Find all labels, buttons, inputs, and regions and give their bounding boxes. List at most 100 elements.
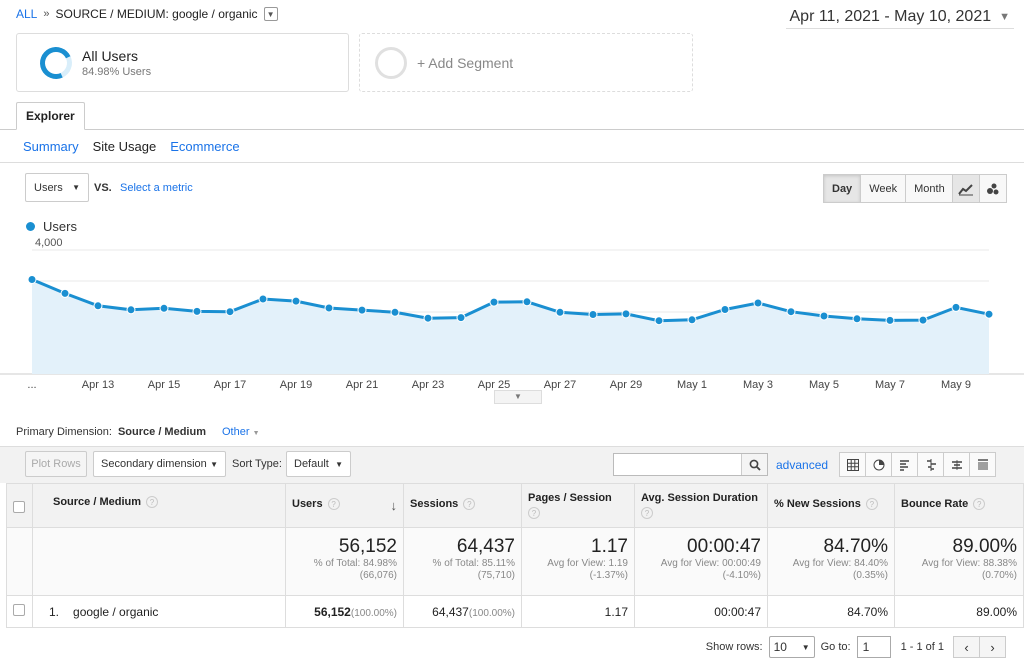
secondary-dimension-select[interactable]: Secondary dimension ▼ <box>93 451 226 477</box>
select-metric-link[interactable]: Select a metric <box>120 182 193 194</box>
primary-dimension-current[interactable]: Source / Medium <box>117 426 206 438</box>
data-point[interactable] <box>126 305 136 315</box>
data-point[interactable] <box>687 315 697 325</box>
chart-resize-handle[interactable]: ▼ <box>494 390 542 404</box>
header-label: % New Sessions <box>774 498 861 510</box>
header-pages-session[interactable]: Pages / Session? <box>521 483 635 528</box>
primary-dimension-other[interactable]: Other ▼ <box>222 426 260 438</box>
data-point[interactable] <box>390 307 400 317</box>
plot-rows-button[interactable]: Plot Rows <box>25 451 87 477</box>
table-view-toggle <box>839 452 996 477</box>
data-point[interactable] <box>720 305 730 314</box>
previous-page-icon[interactable]: ‹ <box>953 636 980 658</box>
help-icon[interactable]: ? <box>327 498 340 510</box>
metric-select[interactable]: Users ▼ <box>25 173 89 202</box>
data-point[interactable] <box>159 303 169 313</box>
x-tick-label: May 7 <box>875 379 905 391</box>
help-icon[interactable]: ? <box>528 507 540 519</box>
show-rows-select[interactable]: 10 ▼ <box>768 636 815 658</box>
subtab-site-usage[interactable]: Site Usage <box>92 139 157 154</box>
performance-view-icon[interactable] <box>891 452 918 477</box>
advanced-filter-link[interactable]: advanced <box>776 458 829 472</box>
tab-explorer[interactable]: Explorer <box>16 102 85 130</box>
data-point[interactable] <box>885 315 895 325</box>
data-point[interactable] <box>291 296 301 306</box>
pager-buttons: ‹ › <box>953 636 1006 658</box>
data-point[interactable] <box>819 311 829 321</box>
data-point[interactable] <box>951 302 961 312</box>
data-point[interactable] <box>852 314 862 324</box>
sort-type-select[interactable]: Default ▼ <box>286 451 351 477</box>
header-label: Sessions <box>410 498 459 510</box>
subtabs: Summary Site Usage Ecommerce <box>23 139 240 154</box>
pivot-view-icon[interactable] <box>969 452 996 477</box>
data-point[interactable] <box>786 307 796 317</box>
data-point[interactable] <box>258 294 268 304</box>
row-source-medium: 1. google / organic <box>32 595 286 628</box>
primary-dimension-other-label: Other <box>222 426 250 438</box>
month-button[interactable]: Month <box>905 174 954 203</box>
help-icon[interactable]: ? <box>865 498 878 510</box>
segment-all-users[interactable]: All Users 84.98% Users <box>16 33 349 92</box>
breadcrumb-all-link[interactable]: ALL <box>16 7 38 21</box>
next-page-icon[interactable]: › <box>979 636 1006 658</box>
search-icon[interactable] <box>741 454 767 475</box>
header-users[interactable]: Users? ↓ <box>285 483 404 528</box>
table-pagination: Show rows: 10 ▼ Go to: 1 1 - 1 of 1 ‹ › <box>706 636 1006 658</box>
data-point[interactable] <box>654 316 664 326</box>
data-point[interactable] <box>984 309 994 319</box>
row-sessions: 64,437(100.00%) <box>403 595 522 628</box>
add-segment-button[interactable]: + Add Segment <box>359 33 693 92</box>
chevron-down-icon[interactable]: ▼ <box>263 7 278 21</box>
data-point[interactable] <box>489 297 499 307</box>
help-icon[interactable]: ? <box>463 498 476 510</box>
chart-legend: Users <box>26 219 77 234</box>
data-point[interactable] <box>225 307 235 317</box>
chevron-down-icon: ▼ <box>210 459 218 469</box>
goto-input[interactable]: 1 <box>856 636 891 658</box>
motion-chart-icon[interactable] <box>979 174 1007 203</box>
date-range-picker[interactable]: Apr 11, 2021 - May 10, 2021 ▼ <box>785 6 1014 29</box>
total-detail: (0.35%) <box>852 570 888 581</box>
select-all-checkbox[interactable] <box>13 501 25 513</box>
data-point[interactable] <box>456 313 466 323</box>
table-view-icon[interactable] <box>839 452 866 477</box>
help-icon[interactable]: ? <box>146 496 159 508</box>
pie-view-icon[interactable] <box>865 452 892 477</box>
header-sessions[interactable]: Sessions? <box>403 483 522 528</box>
total-detail: (0.70%) <box>981 570 1017 581</box>
data-point[interactable] <box>918 315 928 325</box>
data-point[interactable] <box>522 297 532 307</box>
data-point[interactable] <box>192 306 202 316</box>
day-button[interactable]: Day <box>823 174 862 203</box>
data-point[interactable] <box>60 288 70 298</box>
header-new-sessions[interactable]: % New Sessions? <box>767 483 895 528</box>
subtab-ecommerce[interactable]: Ecommerce <box>170 139 240 154</box>
subtab-summary[interactable]: Summary <box>23 139 79 154</box>
header-bounce-rate[interactable]: Bounce Rate? <box>894 483 1024 528</box>
row-checkbox[interactable] <box>13 604 25 616</box>
legend-label-users: Users <box>43 219 77 234</box>
data-point[interactable] <box>588 310 598 319</box>
data-point[interactable] <box>324 303 334 313</box>
header-avg-session-duration[interactable]: Avg. Session Duration? <box>634 483 768 528</box>
term-cloud-view-icon[interactable] <box>943 452 970 477</box>
data-point[interactable] <box>357 305 367 315</box>
data-point[interactable] <box>621 309 631 319</box>
week-button[interactable]: Week <box>860 174 907 203</box>
help-icon[interactable]: ? <box>641 507 653 519</box>
comparison-view-icon[interactable] <box>917 452 944 477</box>
data-point[interactable] <box>753 298 763 308</box>
header-source-medium[interactable]: Source / Medium? <box>32 483 286 528</box>
table-header-row: Source / Medium? Users? ↓ Sessions? Pages… <box>6 483 1024 528</box>
table-search-input[interactable] <box>613 453 768 476</box>
data-point[interactable] <box>93 301 103 311</box>
header-label: Bounce Rate <box>901 498 969 510</box>
row-source-link[interactable]: google / organic <box>73 604 159 619</box>
sort-type-label: Sort Type: <box>232 458 282 470</box>
data-point[interactable] <box>555 307 565 317</box>
line-chart-icon[interactable] <box>952 174 980 203</box>
data-point[interactable] <box>423 313 433 323</box>
help-icon[interactable]: ? <box>973 498 986 510</box>
data-point[interactable] <box>27 275 37 284</box>
